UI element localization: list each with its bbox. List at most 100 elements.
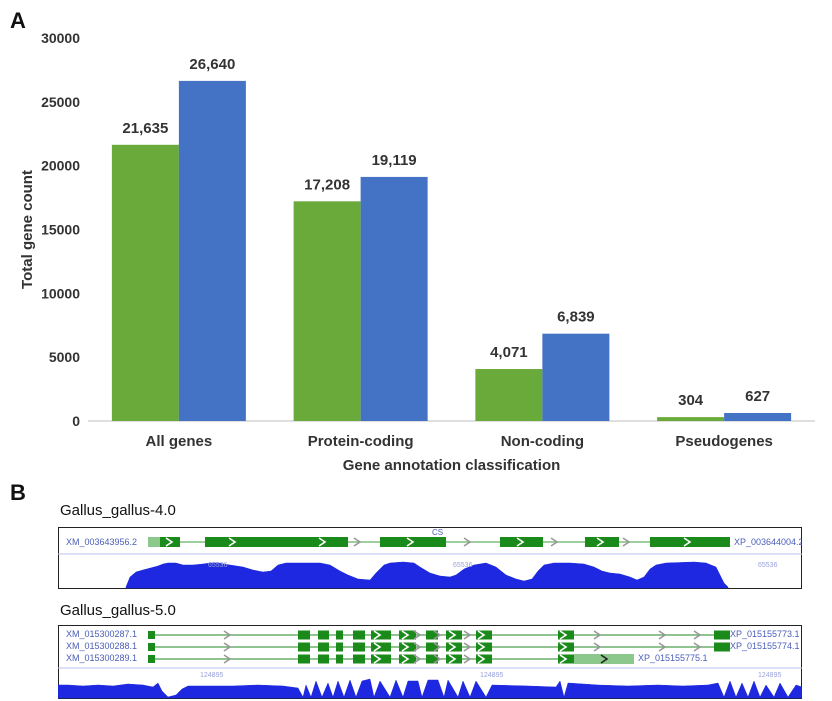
transcript-label-left: XM_015300289.1 xyxy=(66,653,137,663)
strand-arrow xyxy=(373,654,382,664)
bar xyxy=(542,333,610,421)
bar-value-label: 21,635 xyxy=(122,120,168,137)
y-tick-label: 30000 xyxy=(41,30,80,46)
strand-arrow xyxy=(433,630,442,640)
exon xyxy=(353,630,365,640)
y-tick-label: 25000 xyxy=(41,94,80,110)
strand-arrow xyxy=(413,642,422,652)
exon xyxy=(336,642,343,652)
bar xyxy=(360,176,428,421)
genome-track-gal5: XM_015300287.1 XM_015300288.1 XM_0153002… xyxy=(58,625,802,699)
exon xyxy=(298,654,310,664)
panel-b-letter: B xyxy=(10,480,26,505)
strand-arrow xyxy=(693,630,702,640)
strand-arrow xyxy=(683,537,692,547)
strand-arrow xyxy=(693,642,702,652)
y-tick-label: 20000 xyxy=(41,158,80,174)
bar-value-label: 17,208 xyxy=(304,176,350,193)
strand-arrow xyxy=(593,630,602,640)
utr-block xyxy=(148,537,160,547)
strand-arrow xyxy=(373,630,382,640)
strand-arrow xyxy=(550,537,559,547)
strand-arrow xyxy=(463,630,472,640)
strand-arrow xyxy=(658,630,667,640)
exon xyxy=(714,642,730,652)
bar-value-label: 26,640 xyxy=(189,56,235,73)
strand-arrow xyxy=(373,642,382,652)
coverage-area xyxy=(125,561,729,589)
strand-arrow xyxy=(477,654,486,664)
bar xyxy=(657,417,725,421)
strand-arrow xyxy=(406,537,415,547)
strand-arrow xyxy=(477,630,486,640)
bar xyxy=(724,412,792,421)
bar xyxy=(293,201,361,421)
strand-arrow xyxy=(165,537,174,547)
strand-arrow xyxy=(622,537,631,547)
gene-model-gal5 xyxy=(148,630,730,664)
transcript-label-left: XM_003643956.2 xyxy=(66,537,137,547)
exon xyxy=(426,630,438,640)
track-top-mark: CS xyxy=(432,528,443,537)
strand-arrow xyxy=(448,642,457,652)
strand-arrow xyxy=(559,654,568,664)
first-exon xyxy=(148,631,155,639)
coverage-scale-label: 124895 xyxy=(758,672,781,679)
exon xyxy=(353,654,365,664)
exon xyxy=(160,537,180,547)
strand-arrow xyxy=(463,537,472,547)
coverage-scale-label: 65536 xyxy=(758,562,778,569)
bar xyxy=(111,144,179,422)
x-tick-label: All genes xyxy=(146,433,213,450)
transcript-label-left: XM_015300287.1 xyxy=(66,629,137,639)
protein-label-right: XP_015155773.1 xyxy=(730,629,800,639)
strand-arrow xyxy=(401,654,410,664)
strand-arrow xyxy=(600,654,609,664)
bar-value-label: 304 xyxy=(678,392,704,409)
genome-track-gal4: XM_003643956.2 XP_003644004.2 CS 65536 6… xyxy=(58,527,802,589)
strand-arrow xyxy=(477,642,486,652)
transcript-label-left: XM_015300288.1 xyxy=(66,641,137,651)
strand-arrow xyxy=(223,642,232,652)
bar xyxy=(475,369,543,421)
exon xyxy=(336,630,343,640)
exon xyxy=(318,642,329,652)
bar-value-label: 6,839 xyxy=(557,309,595,326)
bar-value-label: 4,071 xyxy=(490,344,528,361)
strand-arrow xyxy=(463,642,472,652)
strand-arrow xyxy=(318,537,327,547)
coverage-profile-gal4 xyxy=(125,561,729,589)
coverage-area xyxy=(58,678,802,699)
strand-arrow xyxy=(223,630,232,640)
panel-a-letter: A xyxy=(10,8,26,33)
protein-label-right: XP_003644004.2 xyxy=(734,537,802,547)
strand-arrow xyxy=(413,630,422,640)
coverage-scale-label: 124895 xyxy=(200,672,223,679)
x-axis-title: Gene annotation classification xyxy=(343,457,561,474)
exon xyxy=(426,654,438,664)
exon xyxy=(714,630,730,640)
strand-arrow xyxy=(413,654,422,664)
x-tick-label: Pseudogenes xyxy=(675,433,773,450)
strand-arrow xyxy=(433,654,442,664)
strand-arrow xyxy=(401,630,410,640)
y-tick-label: 15000 xyxy=(41,222,80,238)
strand-arrow xyxy=(658,642,667,652)
strand-arrow xyxy=(559,642,568,652)
bar-value-label: 19,119 xyxy=(372,152,417,169)
y-tick-label: 10000 xyxy=(41,285,80,301)
y-tick-label: 5000 xyxy=(49,349,80,365)
strand-arrow xyxy=(228,537,237,547)
y-tick-label: 0 xyxy=(72,413,80,429)
first-exon xyxy=(148,655,155,663)
coverage-scale-label: 65536 xyxy=(208,562,228,569)
exon xyxy=(336,654,343,664)
strand-arrow xyxy=(559,630,568,640)
x-tick-label: Protein-coding xyxy=(308,433,414,450)
exon xyxy=(318,630,329,640)
bar xyxy=(178,80,246,422)
exon xyxy=(500,537,543,547)
bar-value-label: 627 xyxy=(745,388,770,405)
strand-arrow xyxy=(401,642,410,652)
strand-arrow xyxy=(463,654,472,664)
